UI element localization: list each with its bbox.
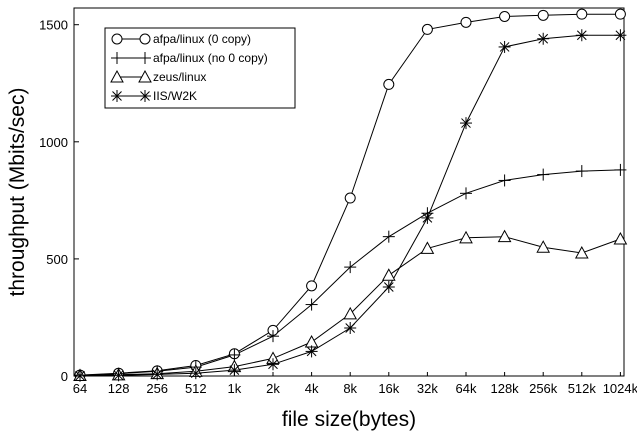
legend-entry-circle: afpa/linux (0 copy) xyxy=(111,32,251,46)
data-point-circle xyxy=(499,11,511,23)
data-point-asterisk xyxy=(305,345,318,358)
data-point-triangle xyxy=(574,246,589,259)
x-tick-label: 4k xyxy=(305,381,319,396)
x-tick-label: 64k xyxy=(456,381,477,396)
data-point-triangle xyxy=(381,268,396,281)
data-point-circle xyxy=(576,8,588,20)
data-point-asterisk xyxy=(575,29,588,42)
data-point-circle xyxy=(344,192,356,204)
legend-marker-plus xyxy=(139,52,151,64)
y-tick-label: 1500 xyxy=(39,18,68,33)
legend-marker-asterisk xyxy=(139,90,151,102)
y-axis-title: throughput (Mbits/sec) xyxy=(6,88,29,297)
x-tick-label: 1024k xyxy=(603,381,637,396)
legend-marker-triangle xyxy=(110,69,124,83)
x-tick-label: 8k xyxy=(343,381,357,396)
x-tick-label: 16k xyxy=(378,381,399,396)
data-point-triangle xyxy=(459,230,473,244)
x-tick-label: 64 xyxy=(73,381,87,396)
data-point-plus xyxy=(305,298,318,311)
y-tick-label: 0 xyxy=(61,369,68,384)
y-tick-label: 1000 xyxy=(39,135,68,150)
legend: afpa/linux (0 copy) afpa/linux (no 0 copy… xyxy=(104,27,296,109)
data-point-plus xyxy=(267,330,279,343)
data-point-plus xyxy=(498,174,511,187)
data-point-triangle xyxy=(343,306,358,320)
x-tick-label: 128 xyxy=(108,381,130,396)
data-point-plus xyxy=(537,168,550,181)
data-point-circle xyxy=(421,23,433,35)
data-point-asterisk xyxy=(382,281,395,294)
legend-marker-circle xyxy=(111,33,123,45)
legend-entry-asterisk: IIS/W2K xyxy=(111,89,197,103)
data-point-triangle xyxy=(536,240,551,253)
y-tick-label: 500 xyxy=(46,252,68,267)
x-tick-label: 128k xyxy=(490,381,519,396)
x-tick-label: 1k xyxy=(228,381,242,396)
plot-area-frame xyxy=(73,7,625,377)
data-point-triangle xyxy=(497,229,512,243)
data-point-plus xyxy=(382,230,395,243)
data-point-asterisk xyxy=(421,211,434,224)
data-point-asterisk xyxy=(344,321,357,334)
data-point-circle xyxy=(306,280,318,292)
series-line-triangle xyxy=(79,236,621,376)
legend-marker-circle xyxy=(139,33,151,45)
x-tick-label: 2k xyxy=(266,381,280,396)
legend-label: afpa/linux (0 copy) xyxy=(153,32,251,46)
series-markers xyxy=(73,8,628,382)
x-axis-title: file size(bytes) xyxy=(282,408,416,431)
data-point-asterisk xyxy=(267,358,279,371)
data-point-plus xyxy=(614,163,627,176)
legend-marker-triangle xyxy=(138,69,152,83)
data-point-circle xyxy=(537,9,549,21)
legend-marker-asterisk xyxy=(111,90,123,102)
data-point-circle xyxy=(614,8,626,20)
legend-label: IIS/W2K xyxy=(153,89,197,103)
legend-box xyxy=(104,27,296,109)
data-point-asterisk xyxy=(498,40,511,53)
legend-entry-triangle: zeus/linux xyxy=(110,69,206,84)
data-point-plus xyxy=(460,187,472,200)
x-tick-label: 512k xyxy=(568,381,597,396)
legend-entry-plus: afpa/linux (no 0 copy) xyxy=(111,51,268,65)
data-point-plus xyxy=(575,165,588,178)
axis-ticks: 64 128 256 512 1k 2k 4k 8k 16k 32k 64k 128k 256k 512k… xyxy=(39,18,637,396)
data-point-triangle xyxy=(613,231,628,245)
x-tick-label: 256k xyxy=(529,381,558,396)
data-point-asterisk xyxy=(537,32,550,45)
x-tick-label: 256 xyxy=(146,381,168,396)
legend-label: zeus/linux xyxy=(153,70,206,84)
data-point-triangle xyxy=(304,334,319,348)
x-tick-label: 512 xyxy=(185,381,207,396)
legend-marker-plus xyxy=(111,52,123,64)
data-point-circle xyxy=(383,78,395,90)
x-tick-label: 32k xyxy=(417,381,438,396)
legend-label: afpa/linux (no 0 copy) xyxy=(153,51,268,65)
data-point-asterisk xyxy=(614,29,627,42)
data-point-triangle xyxy=(420,241,435,254)
data-point-plus xyxy=(228,348,241,361)
data-point-asterisk xyxy=(460,117,472,130)
data-point-circle xyxy=(460,16,472,28)
data-point-plus xyxy=(344,261,357,274)
